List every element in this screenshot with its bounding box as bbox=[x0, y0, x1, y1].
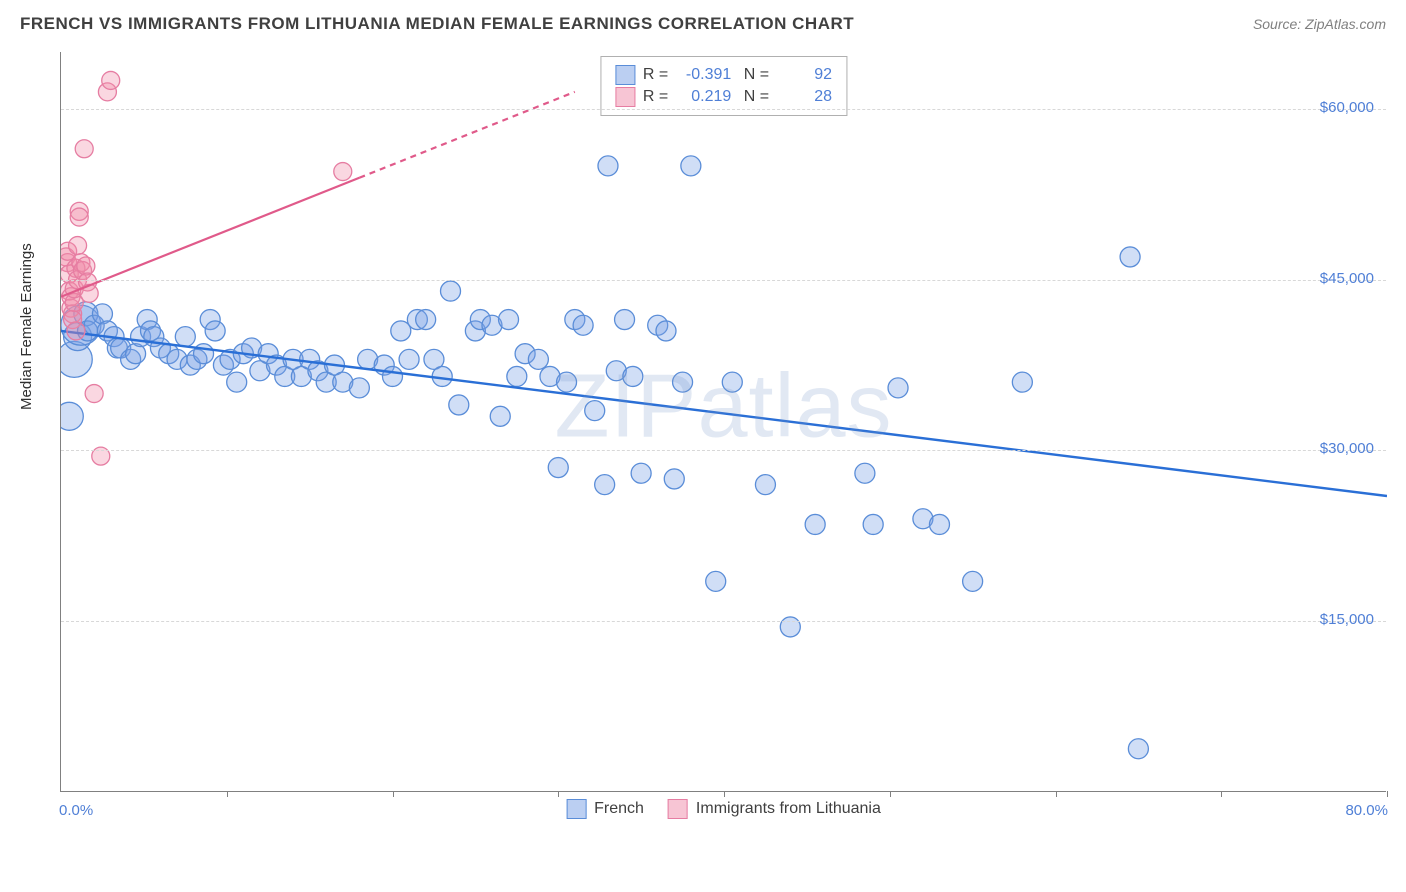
stat-n-french: 92 bbox=[777, 66, 832, 84]
x-tick bbox=[558, 791, 559, 797]
scatter-point bbox=[69, 237, 87, 255]
y-tick-label: $60,000 bbox=[1320, 99, 1374, 116]
stat-n-lithuania: 28 bbox=[777, 88, 832, 106]
legend-swatch-lithuania bbox=[668, 799, 688, 819]
scatter-point bbox=[1012, 372, 1032, 392]
trend-line bbox=[61, 331, 1387, 496]
plot-area: ZIPatlas R = -0.391 N = 92 R = 0.219 N =… bbox=[60, 52, 1386, 792]
legend-label-lithuania: Immigrants from Lithuania bbox=[696, 800, 881, 818]
legend-label-french: French bbox=[594, 800, 644, 818]
x-tick bbox=[1056, 791, 1057, 797]
scatter-point bbox=[416, 310, 436, 330]
scatter-point bbox=[631, 463, 651, 483]
scatter-point bbox=[77, 257, 95, 275]
scatter-point bbox=[664, 469, 684, 489]
scatter-point bbox=[755, 475, 775, 495]
scatter-point bbox=[557, 372, 577, 392]
scatter-point bbox=[441, 281, 461, 301]
y-gridline bbox=[61, 109, 1386, 110]
stats-box: R = -0.391 N = 92 R = 0.219 N = 28 bbox=[600, 56, 847, 116]
y-tick-label: $15,000 bbox=[1320, 611, 1374, 628]
y-axis-label: Median Female Earnings bbox=[18, 243, 35, 410]
scatter-point bbox=[595, 475, 615, 495]
scatter-point bbox=[449, 395, 469, 415]
scatter-point bbox=[399, 349, 419, 369]
x-tick bbox=[724, 791, 725, 797]
scatter-point bbox=[1128, 739, 1148, 759]
legend-swatch-french bbox=[566, 799, 586, 819]
scatter-point bbox=[205, 321, 225, 341]
x-tick bbox=[890, 791, 891, 797]
scatter-point bbox=[805, 514, 825, 534]
y-tick-label: $30,000 bbox=[1320, 440, 1374, 457]
scatter-point bbox=[349, 378, 369, 398]
bottom-legend: French Immigrants from Lithuania bbox=[566, 799, 881, 819]
scatter-point bbox=[615, 310, 635, 330]
scatter-point bbox=[722, 372, 742, 392]
scatter-point bbox=[61, 402, 83, 430]
x-start-label: 0.0% bbox=[59, 802, 93, 819]
y-gridline bbox=[61, 621, 1386, 622]
x-tick bbox=[1221, 791, 1222, 797]
y-tick-label: $45,000 bbox=[1320, 270, 1374, 287]
scatter-point bbox=[888, 378, 908, 398]
scatter-point bbox=[863, 514, 883, 534]
scatter-point bbox=[499, 310, 519, 330]
y-gridline bbox=[61, 280, 1386, 281]
x-tick bbox=[393, 791, 394, 797]
stats-row-lithuania: R = 0.219 N = 28 bbox=[615, 87, 832, 107]
scatter-point bbox=[681, 156, 701, 176]
scatter-point bbox=[85, 385, 103, 403]
chart-svg bbox=[61, 52, 1387, 792]
x-tick bbox=[1387, 791, 1388, 797]
swatch-lithuania bbox=[615, 87, 635, 107]
source-label: Source: ZipAtlas.com bbox=[1253, 16, 1386, 32]
header: FRENCH VS IMMIGRANTS FROM LITHUANIA MEDI… bbox=[0, 0, 1406, 48]
scatter-point bbox=[673, 372, 693, 392]
y-gridline bbox=[61, 450, 1386, 451]
scatter-point bbox=[548, 458, 568, 478]
scatter-point bbox=[227, 372, 247, 392]
stat-r-lithuania: 0.219 bbox=[676, 88, 731, 106]
trend-line-dashed bbox=[359, 92, 574, 178]
scatter-point bbox=[963, 571, 983, 591]
scatter-point bbox=[623, 366, 643, 386]
scatter-point bbox=[855, 463, 875, 483]
scatter-point bbox=[75, 140, 93, 158]
legend-item-french: French bbox=[566, 799, 644, 819]
scatter-point bbox=[585, 401, 605, 421]
stats-row-french: R = -0.391 N = 92 bbox=[615, 65, 832, 85]
scatter-point bbox=[706, 571, 726, 591]
scatter-point bbox=[528, 349, 548, 369]
scatter-point bbox=[383, 366, 403, 386]
scatter-point bbox=[334, 163, 352, 181]
scatter-point bbox=[67, 322, 85, 340]
x-end-label: 80.0% bbox=[1345, 802, 1388, 819]
scatter-point bbox=[507, 366, 527, 386]
scatter-point bbox=[70, 208, 88, 226]
scatter-point bbox=[656, 321, 676, 341]
scatter-point bbox=[929, 514, 949, 534]
scatter-point bbox=[598, 156, 618, 176]
scatter-point bbox=[780, 617, 800, 637]
scatter-point bbox=[102, 71, 120, 89]
chart-title: FRENCH VS IMMIGRANTS FROM LITHUANIA MEDI… bbox=[20, 14, 854, 34]
x-tick bbox=[227, 791, 228, 797]
scatter-point bbox=[175, 327, 195, 347]
scatter-point bbox=[490, 406, 510, 426]
scatter-point bbox=[1120, 247, 1140, 267]
legend-item-lithuania: Immigrants from Lithuania bbox=[668, 799, 881, 819]
scatter-point bbox=[573, 315, 593, 335]
stat-r-french: -0.391 bbox=[676, 66, 731, 84]
swatch-french bbox=[615, 65, 635, 85]
